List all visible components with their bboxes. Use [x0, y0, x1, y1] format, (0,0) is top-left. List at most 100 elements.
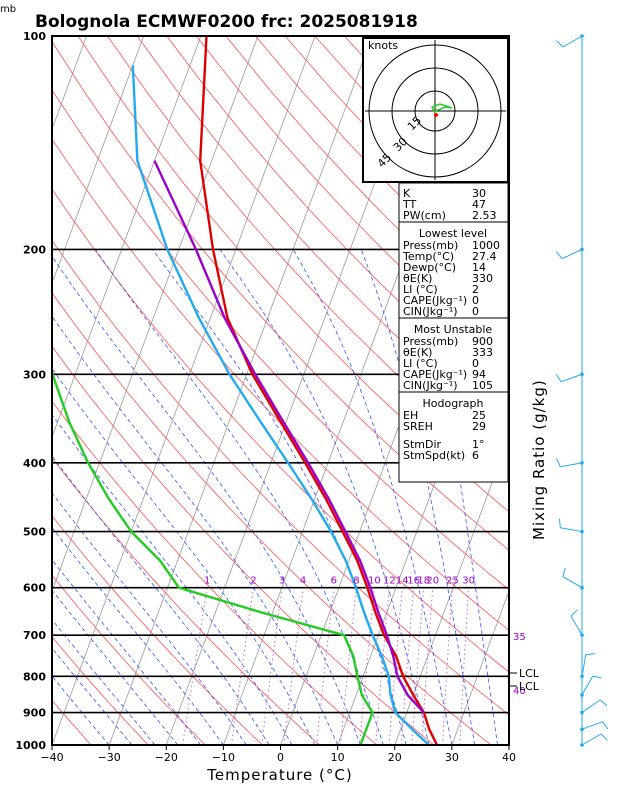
dry-adiabat-line: [52, 345, 435, 745]
wind-barb-flag: [585, 653, 595, 656]
lowest-6-label: CIN(Jkg⁻¹): [403, 305, 458, 318]
wind-barb-flag: [562, 567, 566, 577]
mixing-ratio-label: 4: [300, 576, 306, 587]
wind-barb: [581, 654, 587, 677]
y-tick-label: 700: [23, 629, 46, 642]
wind-barb: [561, 248, 583, 260]
hodograph-trace: [430, 103, 453, 116]
lcl-label-1: LCL: [519, 667, 540, 680]
dry-adiabat-line: [136, 36, 509, 438]
mixing-ratio-line: [261, 587, 283, 745]
moist-adiabat-line: [52, 455, 270, 745]
x-tick-label: 20: [388, 751, 402, 764]
isotherm-line: [52, 36, 202, 439]
y-tick-label: 300: [23, 368, 46, 381]
wind-barb: [560, 527, 583, 533]
lowest-4-value: 2: [472, 283, 479, 296]
dry-adiabat-line: [551, 36, 618, 745]
mu-0-label: Press(mb): [403, 335, 458, 348]
virtual-line: [131, 65, 430, 745]
index-2-value: 2.53: [472, 209, 497, 222]
hodo-1-value: 29: [472, 420, 486, 433]
parcel-line: [153, 160, 425, 714]
dry-adiabat-line: [52, 636, 149, 745]
wind-barb-flag: [559, 518, 561, 528]
moist-adiabat-line: [152, 249, 407, 745]
wind-barb-dot: [580, 693, 584, 697]
x-tick-label: 40: [502, 751, 516, 764]
dry-adiabat-line: [52, 138, 509, 631]
wind-barb-flag: [600, 733, 608, 741]
lowest-level-heading: Lowest level: [419, 227, 487, 240]
mixing-ratio-line: [316, 587, 335, 745]
wind-barb: [581, 699, 601, 713]
hodograph-inset: knots 15 30 45: [362, 37, 509, 183]
wind-barb-dot: [580, 727, 584, 732]
storm-motion-marker: [434, 113, 438, 117]
moist-adiabat-line: [52, 618, 156, 745]
lcl-label-2: LCL: [519, 680, 540, 693]
y-tick-label: 900: [23, 707, 46, 720]
wind-barb-flag: [602, 721, 609, 730]
wind-barb-flag: [599, 699, 608, 707]
mixing-ratio-label: 6: [331, 576, 337, 587]
x-axis-ticks: −40 −30 −20 −10 0 10 20 30 40: [40, 745, 516, 764]
most-unstable-heading: Most Unstable: [414, 323, 493, 336]
lowest-2-label: Dewp(°C): [403, 261, 456, 274]
mu-1-label: θE(K): [403, 346, 432, 359]
mixing-ratio-axis-label: Mixing Ratio (g/kg): [530, 379, 548, 540]
theta-e-label-35: 35: [513, 632, 526, 643]
hodograph-params-heading: Hodograph: [423, 397, 484, 410]
wind-barb: [562, 576, 583, 589]
wind-barb-dot: [580, 674, 584, 679]
mixing-ratio-label: 10: [368, 576, 381, 587]
dry-adiabat-line: [52, 400, 378, 745]
y-tick-label: 800: [23, 670, 46, 683]
dry-adiabat-line: [581, 36, 618, 745]
x-tick-label: −40: [40, 751, 63, 764]
mixing-ratio-label: 1: [204, 576, 210, 587]
wind-barb-dot: [580, 461, 584, 465]
dry-adiabat-line: [611, 36, 618, 745]
mixing-ratio-label: 16: [407, 576, 420, 587]
wind-barb-dot: [580, 633, 584, 637]
mu-1-value: 333: [472, 346, 493, 359]
wind-barb: [562, 35, 583, 48]
moist-adiabat-line: [52, 675, 110, 745]
wind-barb-flag: [555, 251, 563, 260]
moist-adiabat-line: [292, 249, 453, 745]
x-tick-label: −10: [212, 751, 235, 764]
hodo-2-label: StmDir: [403, 438, 442, 451]
temperature-line: [198, 36, 439, 745]
moist-adiabat-line: [52, 255, 361, 745]
x-tick-label: 0: [277, 751, 284, 764]
wind-barb: [581, 675, 594, 696]
dry-adiabat-line: [52, 239, 509, 716]
mu-2-label: LI (°C): [403, 357, 438, 370]
lowest-3-value: 330: [472, 272, 493, 285]
lowest-2-value: 14: [472, 261, 486, 274]
isotherm-line: [52, 36, 145, 285]
moist-adiabat-line: [417, 249, 498, 745]
pressure-unit: mb: [0, 4, 16, 15]
wind-barb-flag: [555, 374, 562, 383]
dewpoint-line: [52, 367, 374, 745]
isotherm-line: [52, 36, 316, 745]
wind-barb: [560, 462, 583, 468]
dry-adiabat-line: [52, 292, 492, 745]
dry-adiabat-line: [52, 188, 509, 673]
wind-barb-flag: [556, 40, 564, 48]
dry-adiabat-line: [491, 36, 509, 53]
lowest-1-value: 27.4: [472, 250, 497, 263]
index-2-label: PW(cm): [403, 209, 446, 222]
y-tick-label: 500: [23, 526, 46, 539]
wind-barb-flag: [570, 609, 578, 617]
mixing-ratio-label: 18: [417, 576, 430, 587]
hodo-3-label: StmSpd(kt): [403, 449, 465, 462]
lowest-1-label: Temp(°C): [402, 250, 454, 263]
dry-adiabat-line: [52, 89, 509, 591]
mixing-ratio-label: 25: [446, 576, 459, 587]
lowest-0-label: Press(mb): [403, 239, 458, 252]
